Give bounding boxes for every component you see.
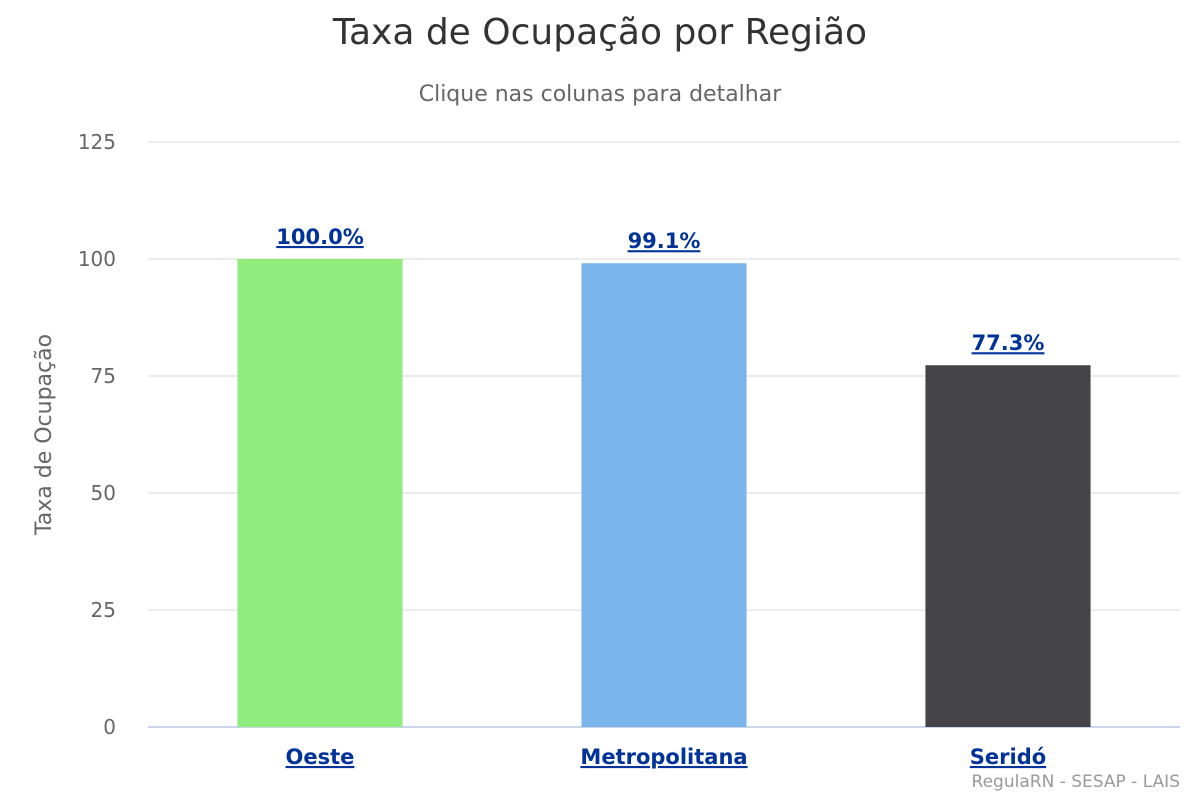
- y-tick-label: 100: [78, 247, 116, 271]
- chart-title: Taxa de Ocupação por Região: [332, 12, 868, 53]
- bar-metropolitana[interactable]: [581, 263, 747, 727]
- y-tick-label: 125: [78, 130, 116, 154]
- y-tick-label: 50: [91, 481, 116, 505]
- data-label[interactable]: 77.3%: [972, 331, 1045, 355]
- category-label[interactable]: Seridó: [970, 745, 1046, 769]
- category-label[interactable]: Oeste: [286, 745, 355, 769]
- y-axis-label: Taxa de Ocupação: [32, 334, 57, 536]
- data-label[interactable]: 99.1%: [628, 229, 701, 253]
- data-label[interactable]: 100.0%: [276, 225, 363, 249]
- y-tick-label: 75: [91, 364, 116, 388]
- category-label[interactable]: Metropolitana: [580, 745, 747, 769]
- y-tick-label: 0: [103, 715, 116, 739]
- credits-text[interactable]: RegulaRN - SESAP - LAIS: [971, 772, 1180, 792]
- y-tick-label: 25: [91, 598, 116, 622]
- chart-subtitle: Clique nas colunas para detalhar: [418, 82, 782, 107]
- bar-seridó[interactable]: [925, 365, 1091, 727]
- bar-oeste[interactable]: [237, 259, 403, 727]
